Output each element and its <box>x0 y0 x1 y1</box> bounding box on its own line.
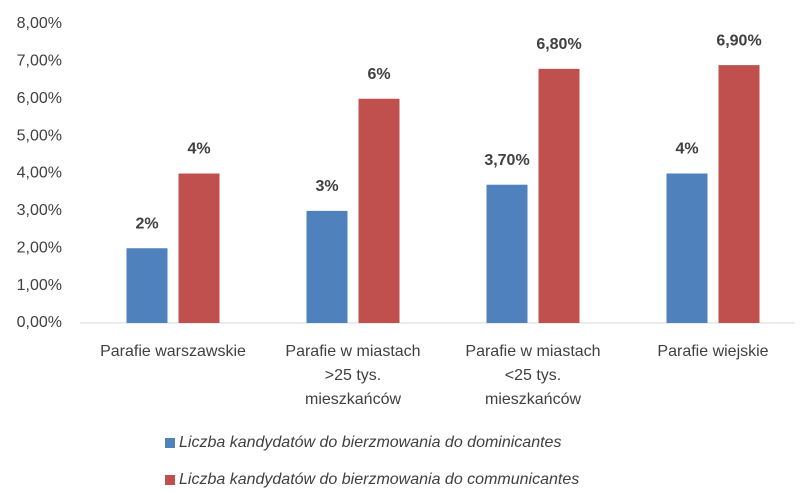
y-tick-label: 0,00% <box>17 314 62 331</box>
x-tick-label: Parafie warszawskie <box>100 343 246 360</box>
data-label: 6,90% <box>716 32 761 49</box>
bar <box>306 210 348 323</box>
x-tick-label: Parafie w miastach >25 tys. mieszkańców <box>285 343 421 408</box>
y-tick-label: 5,00% <box>17 127 62 144</box>
data-label: 6% <box>367 66 390 83</box>
data-label: 6,80% <box>536 36 581 53</box>
y-tick-label: 7,00% <box>17 53 62 70</box>
y-tick-label: 8,00% <box>17 15 62 32</box>
legend-label: Liczba kandydatów do bierzmowania do com… <box>179 471 579 488</box>
bar <box>178 173 220 323</box>
bar <box>666 173 708 323</box>
x-tick-label: Parafie wiejskie <box>657 343 769 360</box>
data-label: 3,70% <box>484 152 529 169</box>
legend-label: Liczba kandydatów do bierzmowania do dom… <box>179 434 561 451</box>
data-label: 4% <box>675 141 698 158</box>
bar <box>718 65 760 324</box>
y-tick-label: 2,00% <box>17 239 62 256</box>
bar <box>358 98 400 323</box>
y-tick-label: 4,00% <box>17 165 62 182</box>
y-tick-label: 6,00% <box>17 90 62 107</box>
x-tick-label: Parafie w miastach <25 tys. mieszkańców <box>465 343 601 408</box>
bar <box>486 184 528 323</box>
legend-swatch <box>165 475 175 485</box>
y-tick-label: 1,00% <box>17 277 62 294</box>
legend-swatch <box>165 438 175 448</box>
data-label: 3% <box>315 178 338 195</box>
data-label: 4% <box>187 141 210 158</box>
bar <box>126 248 168 323</box>
y-tick-label: 3,00% <box>17 202 62 219</box>
bar <box>538 68 580 323</box>
data-label: 2% <box>135 215 158 232</box>
